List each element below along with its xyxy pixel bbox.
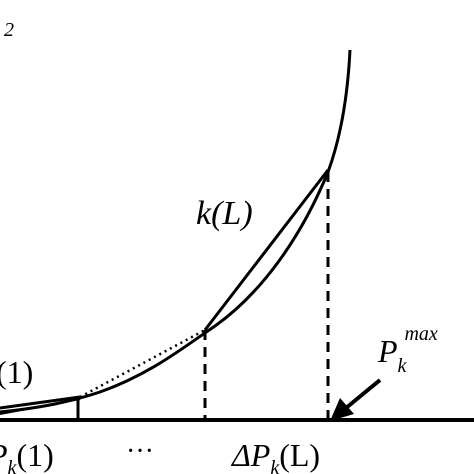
left-label: (1) (0, 354, 33, 390)
first-rest: (1) (16, 437, 53, 473)
chord (0, 395, 81, 410)
chord (203, 169, 330, 331)
chord (0, 398, 81, 415)
last-label: ΔPk(L) (230, 437, 320, 474)
max-sub: k (398, 355, 408, 377)
max-sup: max (404, 323, 437, 345)
max-label: Pk max (377, 323, 438, 377)
arrow-head (330, 398, 354, 421)
corner-sup: 2 (4, 19, 14, 41)
last-sub: k (270, 457, 280, 474)
last-base: ΔP (230, 437, 270, 473)
dotted-chord (79, 328, 206, 399)
curve (0, 49, 352, 414)
max-base: P (377, 333, 398, 369)
curve-label: k(L) (196, 195, 253, 232)
first-base: P (0, 437, 8, 473)
first-label: Pk(1) (0, 437, 54, 474)
dots: ··· (126, 436, 154, 467)
last-rest: (L) (279, 437, 320, 473)
arrow-shaft (344, 378, 382, 410)
first-sub: k (8, 457, 18, 474)
